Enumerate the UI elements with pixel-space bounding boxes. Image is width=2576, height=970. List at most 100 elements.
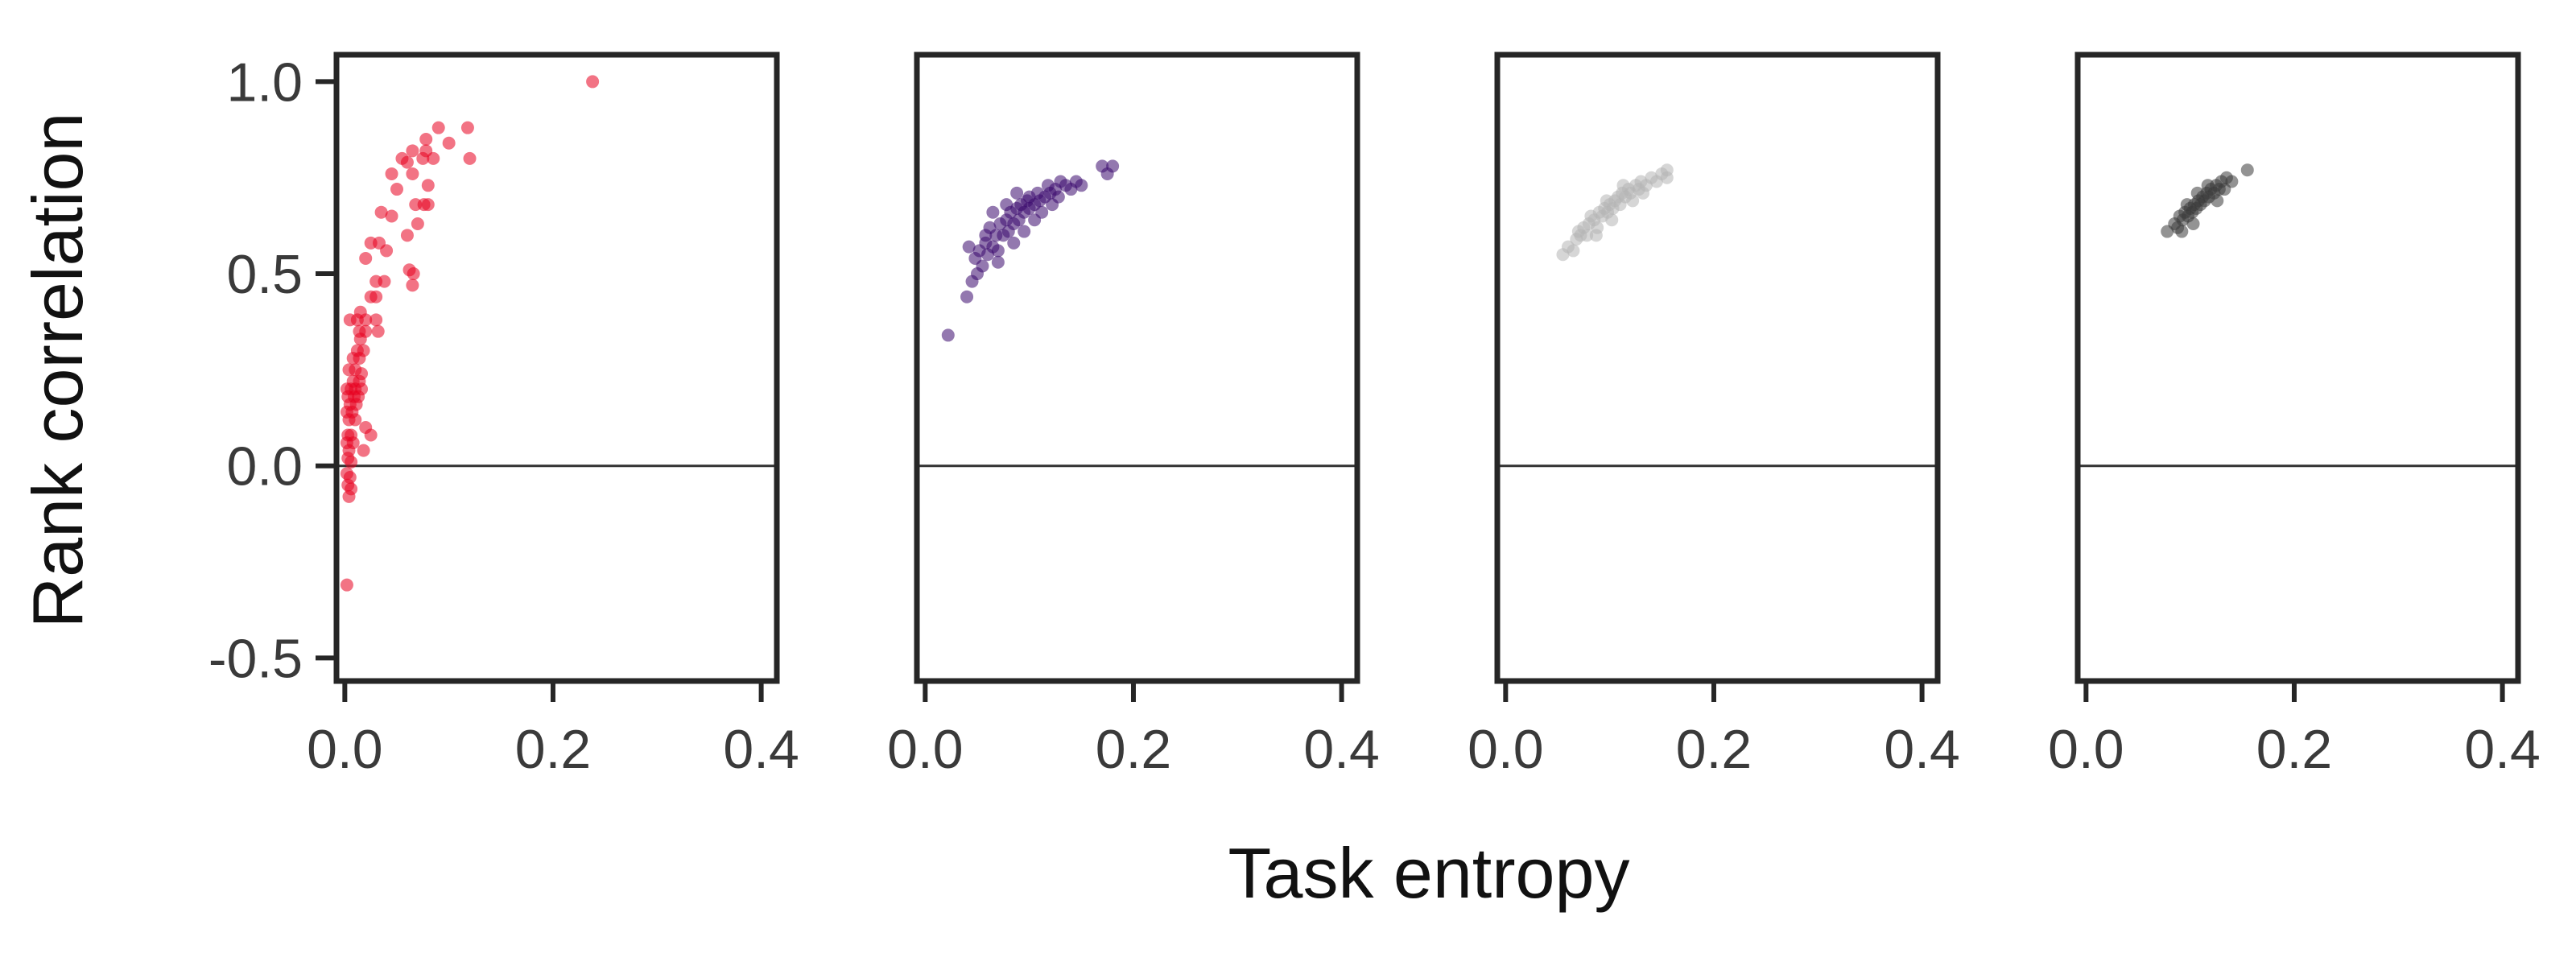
data-point: [2201, 179, 2215, 192]
data-point: [2180, 198, 2194, 212]
x-tick-label: 0.4: [723, 719, 799, 780]
panel-2: 0.0 0.2 0.4: [887, 52, 1380, 780]
data-point: [1010, 186, 1024, 200]
y-tick-label: 0.5: [226, 244, 303, 305]
y-axis-label: Rank correlation: [18, 113, 97, 629]
x-tick-label: 0.4: [1884, 719, 1960, 780]
data-point: [1660, 171, 1674, 184]
x-tick-label: 0.2: [515, 719, 592, 780]
data-point: [421, 198, 435, 212]
data-point: [400, 155, 414, 169]
data-point: [380, 244, 394, 258]
data-point: [378, 274, 391, 288]
data-point: [979, 229, 993, 242]
data-point: [416, 151, 430, 165]
data-point: [1018, 225, 1031, 238]
data-point: [364, 428, 378, 442]
x-tick-label: 0.0: [887, 719, 964, 780]
data-point: [960, 290, 974, 303]
data-point: [1584, 209, 1598, 223]
data-point: [419, 133, 433, 147]
data-point: [941, 328, 955, 342]
data-point: [1600, 194, 1613, 208]
data-point: [463, 151, 477, 165]
data-point: [411, 217, 424, 231]
data-point: [1637, 186, 1650, 200]
data-point: [962, 240, 976, 254]
data-point: [369, 290, 383, 303]
data-point: [1616, 179, 1630, 192]
y-tick-label: -0.5: [208, 628, 303, 689]
data-point: [2218, 183, 2231, 196]
data-point: [2211, 194, 2224, 208]
x-tick-label: 0.4: [2464, 719, 2541, 780]
data-point: [342, 489, 356, 503]
data-point: [968, 251, 982, 265]
panel-frame: [333, 52, 780, 684]
panels-group: 0.0 0.2 0.41.00.50.0-0.50.0 0.2 0.4 0.0 0.2 0.4…: [208, 52, 2541, 780]
x-tick-label: 0.4: [1303, 719, 1380, 780]
data-point: [374, 205, 388, 219]
data-point: [1007, 236, 1021, 250]
data-point: [390, 183, 404, 196]
data-point: [406, 144, 419, 158]
data-point: [371, 324, 385, 338]
data-point: [349, 413, 362, 427]
x-axis-label: Task entropy: [1228, 833, 1630, 913]
data-point: [986, 205, 1000, 219]
data-point: [586, 75, 600, 89]
data-point: [359, 251, 373, 265]
data-point: [1567, 244, 1580, 258]
panel-1: 0.0 0.2 0.41.00.50.0-0.5: [208, 52, 799, 780]
data-point: [1106, 159, 1120, 173]
x-tick-label: 0.2: [1096, 719, 1172, 780]
x-tick-label: 0.0: [2048, 719, 2124, 780]
data-point: [2190, 186, 2204, 200]
data-point: [407, 267, 420, 281]
panel-frame: [1494, 52, 1941, 684]
data-point: [1096, 159, 1109, 173]
data-point: [406, 167, 419, 180]
data-point: [2186, 217, 2200, 231]
data-point: [340, 578, 353, 592]
x-tick-label: 0.2: [2256, 719, 2333, 780]
data-point: [406, 279, 419, 292]
data-point: [1571, 225, 1585, 238]
data-point: [2240, 163, 2254, 177]
data-point: [357, 444, 370, 457]
x-tick-label: 0.2: [1676, 719, 1752, 780]
panel-frame: [914, 52, 1360, 684]
x-tick-label: 0.0: [307, 719, 383, 780]
data-point: [991, 244, 1005, 258]
data-point: [1589, 229, 1603, 242]
data-point: [431, 121, 445, 134]
data-point: [427, 151, 440, 165]
data-point: [991, 255, 1005, 269]
data-point: [385, 167, 398, 180]
data-point: [385, 209, 398, 223]
data-point: [1626, 194, 1640, 208]
data-point: [442, 136, 456, 150]
data-point: [460, 121, 474, 134]
data-point: [1000, 198, 1013, 212]
data-point: [1605, 213, 1619, 227]
panel-frame: [2074, 52, 2521, 684]
panel-3: 0.0 0.2 0.4: [1468, 52, 1960, 780]
data-point: [353, 332, 367, 346]
data-point: [1035, 205, 1049, 219]
data-point: [421, 179, 435, 192]
data-point: [2175, 225, 2189, 238]
y-tick-label: 0.0: [226, 436, 303, 497]
data-point: [345, 455, 358, 468]
panel-4: 0.0 0.2 0.4: [2048, 52, 2541, 780]
data-point: [369, 313, 383, 327]
x-tick-label: 0.0: [1468, 719, 1544, 780]
data-point: [359, 313, 373, 327]
data-point: [353, 352, 366, 365]
data-point: [400, 229, 414, 242]
data-point: [1075, 179, 1088, 192]
data-point: [1046, 198, 1059, 212]
y-tick-label: 1.0: [226, 52, 303, 113]
